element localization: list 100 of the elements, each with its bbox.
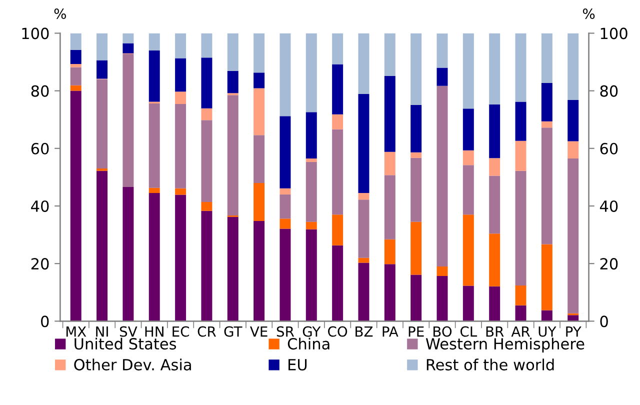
bar — [70, 33, 82, 50]
bar — [384, 264, 396, 322]
bar — [489, 104, 500, 158]
bar — [227, 95, 238, 216]
legend-label: Rest of the world — [426, 358, 554, 370]
x-tick-label: SV — [120, 326, 138, 337]
bar — [306, 33, 317, 112]
x-tick-label: VE — [250, 326, 268, 337]
bar — [384, 152, 396, 176]
bar — [568, 33, 579, 100]
bar — [462, 150, 474, 166]
bar — [122, 186, 134, 322]
bar — [410, 274, 422, 322]
bar — [148, 188, 160, 194]
legend-label: China — [288, 338, 330, 350]
y-tick-label: 80 — [31, 85, 49, 97]
bar — [489, 158, 500, 176]
bar — [541, 310, 552, 322]
bar — [515, 33, 526, 102]
bar — [462, 108, 474, 150]
x-tick-label: GT — [224, 326, 242, 337]
bar — [568, 100, 579, 142]
bar — [541, 244, 552, 310]
bar — [410, 222, 422, 275]
bar — [436, 266, 448, 276]
bar — [201, 210, 212, 322]
bar — [332, 245, 344, 322]
bar — [489, 234, 500, 286]
x-tick-label: SR — [276, 326, 294, 337]
bar — [358, 262, 370, 322]
bar — [515, 140, 526, 171]
bar — [332, 214, 344, 246]
bar — [384, 239, 396, 264]
bar — [306, 229, 317, 322]
y-tick-label: 100 — [22, 28, 49, 40]
bar — [358, 258, 370, 263]
bar — [280, 33, 291, 116]
bar — [70, 64, 82, 68]
bar — [70, 50, 82, 64]
bar — [227, 33, 238, 71]
bar — [436, 68, 448, 86]
bar — [306, 112, 317, 158]
bar — [96, 170, 108, 322]
x-tick-label: BR — [486, 326, 504, 337]
bar — [568, 315, 579, 322]
x-tick-label: CR — [198, 326, 216, 337]
x-tick-label: MX — [66, 326, 86, 337]
bar — [462, 286, 474, 322]
bar — [436, 86, 448, 266]
bar — [541, 121, 552, 128]
x-tick-label: NI — [96, 326, 108, 337]
bar — [280, 116, 291, 188]
bar — [358, 200, 370, 258]
bar — [541, 33, 552, 84]
bar — [280, 188, 291, 194]
bar — [148, 103, 160, 188]
bar — [122, 33, 134, 44]
bar — [122, 43, 134, 54]
bar — [384, 76, 396, 152]
bar — [254, 220, 265, 322]
bar — [436, 34, 448, 68]
x-tick-label: PY — [566, 326, 582, 337]
x-tick-label: BO — [434, 326, 452, 337]
y2-tick-label: 0 — [600, 316, 608, 328]
bar — [175, 33, 186, 58]
bar — [280, 218, 291, 229]
bar — [122, 54, 134, 187]
y2-tick-label: 60 — [600, 142, 618, 154]
y2-tick-label: 80 — [600, 85, 618, 97]
bar — [515, 285, 526, 306]
y-tick-label: 20 — [31, 258, 49, 270]
bar — [175, 194, 186, 322]
bar — [254, 182, 265, 221]
bar — [332, 114, 344, 130]
bar — [175, 92, 186, 104]
bar — [358, 33, 370, 94]
bar — [70, 85, 82, 91]
bar — [515, 170, 526, 286]
legend-label: United States — [74, 338, 176, 350]
bar — [201, 108, 212, 120]
bar — [201, 120, 212, 202]
x-tick-label: GY — [302, 326, 321, 337]
y-tick-label: 60 — [31, 142, 49, 154]
legend-label: Western Hemisphere — [426, 338, 584, 353]
bar — [306, 162, 317, 222]
bar — [541, 128, 552, 244]
bar — [489, 286, 500, 322]
y2-tick-label: 20 — [600, 258, 618, 270]
x-tick-label: HN — [145, 326, 164, 337]
bar — [254, 135, 265, 183]
bar — [175, 188, 186, 195]
bar — [462, 214, 474, 286]
bar — [384, 33, 396, 76]
y2-tick-label: 40 — [600, 200, 618, 212]
bar — [332, 129, 344, 215]
bar — [410, 152, 422, 158]
y-tick-label: 40 — [31, 200, 49, 212]
bar — [568, 141, 579, 158]
bar — [332, 33, 344, 64]
bar — [358, 193, 370, 200]
